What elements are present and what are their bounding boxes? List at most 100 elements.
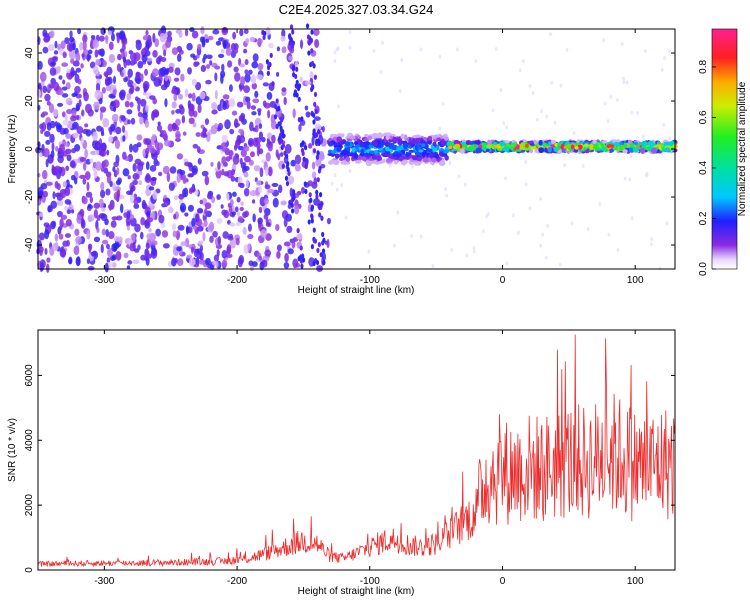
heatmap-cell [609,94,613,99]
heatmap-cell [233,66,239,73]
heatmap-cell [38,82,42,91]
heatmap-cell [292,65,296,71]
heatmap-cell [236,211,241,217]
heatmap-cell [254,90,259,98]
heatmap-cell [310,29,314,35]
heatmap-cell [438,126,442,131]
heatmap-cell [531,146,537,150]
heatmap-cell [297,96,301,102]
heatmap-cell [193,61,199,68]
heatmap-cell [315,138,319,144]
heatmap-cell [249,121,254,132]
heatmap-cell [310,206,314,212]
heatmap-cell [230,198,234,206]
heatmap-cell [606,119,610,124]
heatmap-cell [152,50,158,58]
heatmap-cell [134,223,141,233]
heatmap-cell [197,43,202,51]
heatmap-cell [663,56,666,61]
heatmap-cell [245,38,250,44]
heatmap-cell [238,135,246,144]
heatmap-cell [233,144,238,151]
heatmap-cell [374,161,380,165]
heatmap-cell [64,199,72,205]
heatmap-cell [100,243,104,254]
heatmap-cell [312,148,317,154]
heatmap-cell [294,163,301,172]
snr-plot-area [38,330,675,570]
heatmap-cell [271,81,275,87]
heatmap-cell [144,68,149,76]
heatmap-cell [189,27,195,33]
heatmap-cell [127,68,133,78]
heatmap-cell [76,214,83,225]
heatmap-cell [228,84,233,93]
heatmap-cell [178,49,184,55]
heatmap-cell [205,38,210,43]
heatmap-cell [314,132,318,138]
heatmap-cell [351,147,356,153]
snr-frame [37,329,676,571]
heatmap-cell [168,66,174,73]
heatmap-cell [335,187,339,192]
heatmap-cell [118,30,126,41]
heatmap-cell [92,39,99,49]
heatmap-cell [216,217,223,225]
heatmap-cell [251,82,258,90]
heatmap-cell [418,149,424,153]
heatmap-cell [316,247,320,254]
heatmap-cell [465,253,469,258]
heatmap-cell [658,266,662,271]
heatmap-cell [195,132,201,137]
heatmap-cell [374,134,380,139]
heatmap-cell [61,62,69,67]
heatmap-cell [374,149,379,154]
heatmap-cell [570,221,574,226]
heatmap-cell [289,198,294,204]
x-tick-label: 0 [500,275,506,286]
heatmap-cell [148,227,152,233]
heatmap-cell [72,42,76,51]
heatmap-cell [161,129,167,140]
heatmap-cell [191,30,199,39]
heatmap-cell [311,161,316,170]
heatmap-cell [173,93,178,102]
heatmap-cell [303,181,307,187]
x-tick-label: -100 [360,275,380,286]
heatmap-cell [248,159,254,166]
heatmap-cell [84,148,88,159]
heatmap-cell [186,254,193,259]
heatmap-cell [135,173,140,180]
heatmap-cell [442,150,449,154]
heatmap-cell [46,100,51,106]
heatmap-cell [61,86,68,91]
heatmap-cell [168,206,174,214]
heatmap-cell [56,210,63,218]
heatmap-cell [196,146,201,154]
heatmap-cell [237,182,242,188]
heatmap-cell [290,159,296,167]
heatmap-cell [65,133,72,139]
heatmap-cell [538,139,543,146]
heatmap-cell [314,258,318,264]
heatmap-cell [301,140,305,146]
heatmap-cell [132,163,137,172]
heatmap-cell [662,122,666,127]
heatmap-cell [129,52,137,62]
heatmap-cell [75,67,82,73]
heatmap-cell [42,85,48,94]
heatmap-cell [44,229,50,240]
heatmap-cell [194,189,199,196]
heatmap-cell [279,138,284,144]
heatmap-cell [206,54,213,60]
heatmap-cell [64,186,71,197]
heatmap-cell [70,174,76,181]
heatmap-cell [298,124,302,132]
heatmap-cell [539,196,542,201]
heatmap-cell [155,56,161,65]
spectrogram-x-ticks: -300 -200 -100 0 100 [94,29,644,286]
heatmap-cell [64,37,70,44]
heatmap-cell [504,176,507,181]
heatmap-cell [220,73,224,84]
heatmap-cell [102,159,109,168]
